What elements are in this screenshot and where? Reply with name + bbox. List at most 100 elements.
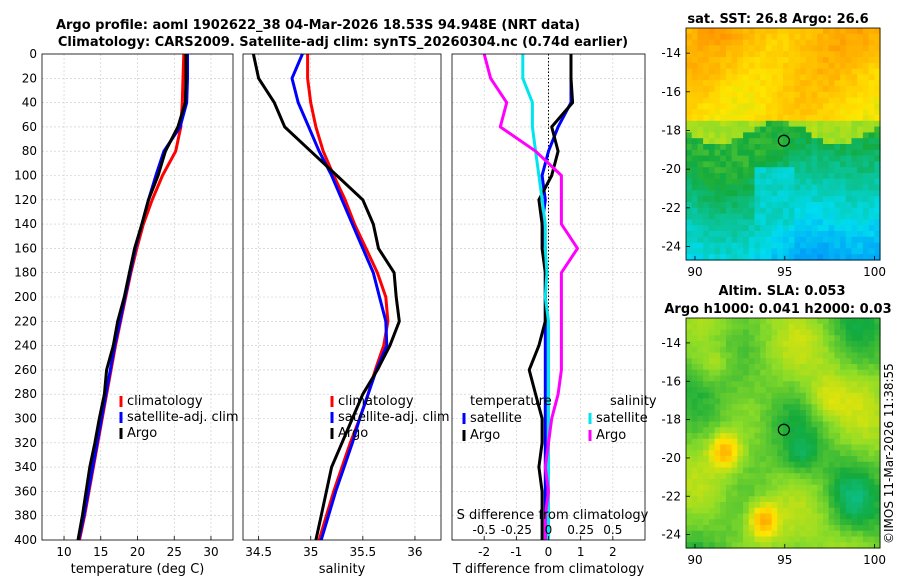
heatmap-cell <box>725 421 733 428</box>
heatmap-cell <box>788 231 796 238</box>
heatmap-cell <box>714 381 721 388</box>
heatmap-cell <box>697 231 704 238</box>
heatmap-cell <box>788 479 796 486</box>
heatmap-cell <box>760 74 767 81</box>
heatmap-cell <box>840 62 847 70</box>
heatmap-cell <box>822 161 830 168</box>
heatmap-cell <box>754 149 761 157</box>
heatmap-cell <box>828 33 835 41</box>
heatmap-cell <box>874 450 881 457</box>
y-tick-label: -24 <box>661 239 681 253</box>
heatmap-cell <box>845 410 853 417</box>
heatmap-cell <box>708 120 716 128</box>
heatmap-cell <box>731 467 738 474</box>
heatmap-cell <box>845 329 853 336</box>
heatmap-cell <box>748 68 756 75</box>
heatmap-cell <box>714 421 721 428</box>
heatmap-cell <box>783 536 790 543</box>
heatmap-cell <box>828 57 835 64</box>
heatmap-cell <box>725 155 733 162</box>
legend-label: satellite <box>596 411 648 426</box>
heatmap-cell <box>862 97 870 104</box>
heatmap-cell <box>805 364 813 371</box>
heatmap-cell <box>703 369 710 377</box>
heatmap-cell <box>720 433 727 440</box>
heatmap-cell <box>754 467 761 474</box>
heatmap-cell <box>805 318 813 325</box>
heatmap-cell <box>857 126 864 133</box>
heatmap-cell <box>805 329 813 336</box>
heatmap-cell <box>737 323 744 331</box>
heatmap-cell <box>794 513 801 520</box>
map-frame <box>685 27 881 261</box>
heatmap-cell <box>777 132 784 139</box>
heatmap-cell <box>691 369 699 377</box>
heatmap-cell <box>686 33 693 41</box>
heatmap-cell <box>771 97 778 104</box>
heatmap-cell <box>822 392 830 400</box>
heatmap-cell <box>737 473 744 480</box>
heatmap-cell <box>834 138 841 145</box>
heatmap-cell <box>725 62 733 70</box>
heatmap-cell <box>777 225 784 232</box>
heatmap-cell <box>834 144 841 151</box>
heatmap-cell <box>817 329 824 336</box>
heatmap-cell <box>743 513 750 520</box>
heatmap-cell <box>851 126 858 133</box>
heatmap-cell <box>834 86 841 93</box>
heatmap-cell <box>811 161 818 168</box>
heatmap-cell <box>725 438 733 446</box>
heatmap-cell <box>851 542 858 549</box>
heatmap-cell <box>691 433 699 440</box>
heatmap-cell <box>777 190 784 197</box>
legend-label: Argo <box>470 428 500 443</box>
heatmap-cell <box>754 381 761 388</box>
heatmap-cell <box>783 369 790 377</box>
heatmap-cell <box>874 254 881 261</box>
heatmap-cell <box>822 138 830 145</box>
heatmap-cell <box>697 184 704 191</box>
heatmap-cell <box>811 444 818 451</box>
heatmap-cell <box>788 68 796 75</box>
heatmap-cell <box>857 427 864 434</box>
heatmap-cell <box>691 28 699 35</box>
heatmap-cell <box>840 381 847 388</box>
heatmap-cell <box>720 525 727 532</box>
heatmap-cell <box>783 213 790 220</box>
y-tick-label: 260 <box>14 363 37 377</box>
heatmap-cell <box>805 231 813 238</box>
heatmap-cell <box>771 507 778 515</box>
heatmap-cell <box>857 28 864 35</box>
heatmap-cell <box>708 525 716 532</box>
heatmap-cell <box>817 415 824 423</box>
heatmap-cell <box>714 242 721 249</box>
heatmap-cell <box>788 490 796 497</box>
heatmap-cell <box>783 149 790 157</box>
heatmap-cell <box>743 57 750 64</box>
heatmap-cell <box>737 91 744 99</box>
heatmap-cell <box>834 254 841 261</box>
heatmap-cell <box>754 57 761 64</box>
heatmap-cell <box>817 519 824 526</box>
heatmap-cell <box>862 74 870 81</box>
heatmap-cell <box>708 57 716 64</box>
heatmap-cell <box>817 68 824 75</box>
heatmap-cell <box>697 45 704 52</box>
heatmap-cell <box>783 97 790 104</box>
heatmap-cell <box>783 433 790 440</box>
heatmap-cell <box>788 109 796 116</box>
heatmap-cell <box>783 456 790 463</box>
heatmap-cell <box>857 161 864 168</box>
heatmap-cell <box>765 144 773 151</box>
heatmap-cell <box>822 144 830 151</box>
heatmap-cell <box>834 68 841 75</box>
heatmap-cell <box>714 219 721 226</box>
map-frame <box>685 317 881 549</box>
heatmap-cell <box>822 236 830 244</box>
heatmap-cell <box>822 109 830 116</box>
heatmap-cell <box>868 444 875 451</box>
y-tick-label: -22 <box>661 489 681 503</box>
heatmap-cell <box>840 68 847 75</box>
heatmap-cell <box>851 392 858 400</box>
heatmap-cell <box>874 161 881 168</box>
